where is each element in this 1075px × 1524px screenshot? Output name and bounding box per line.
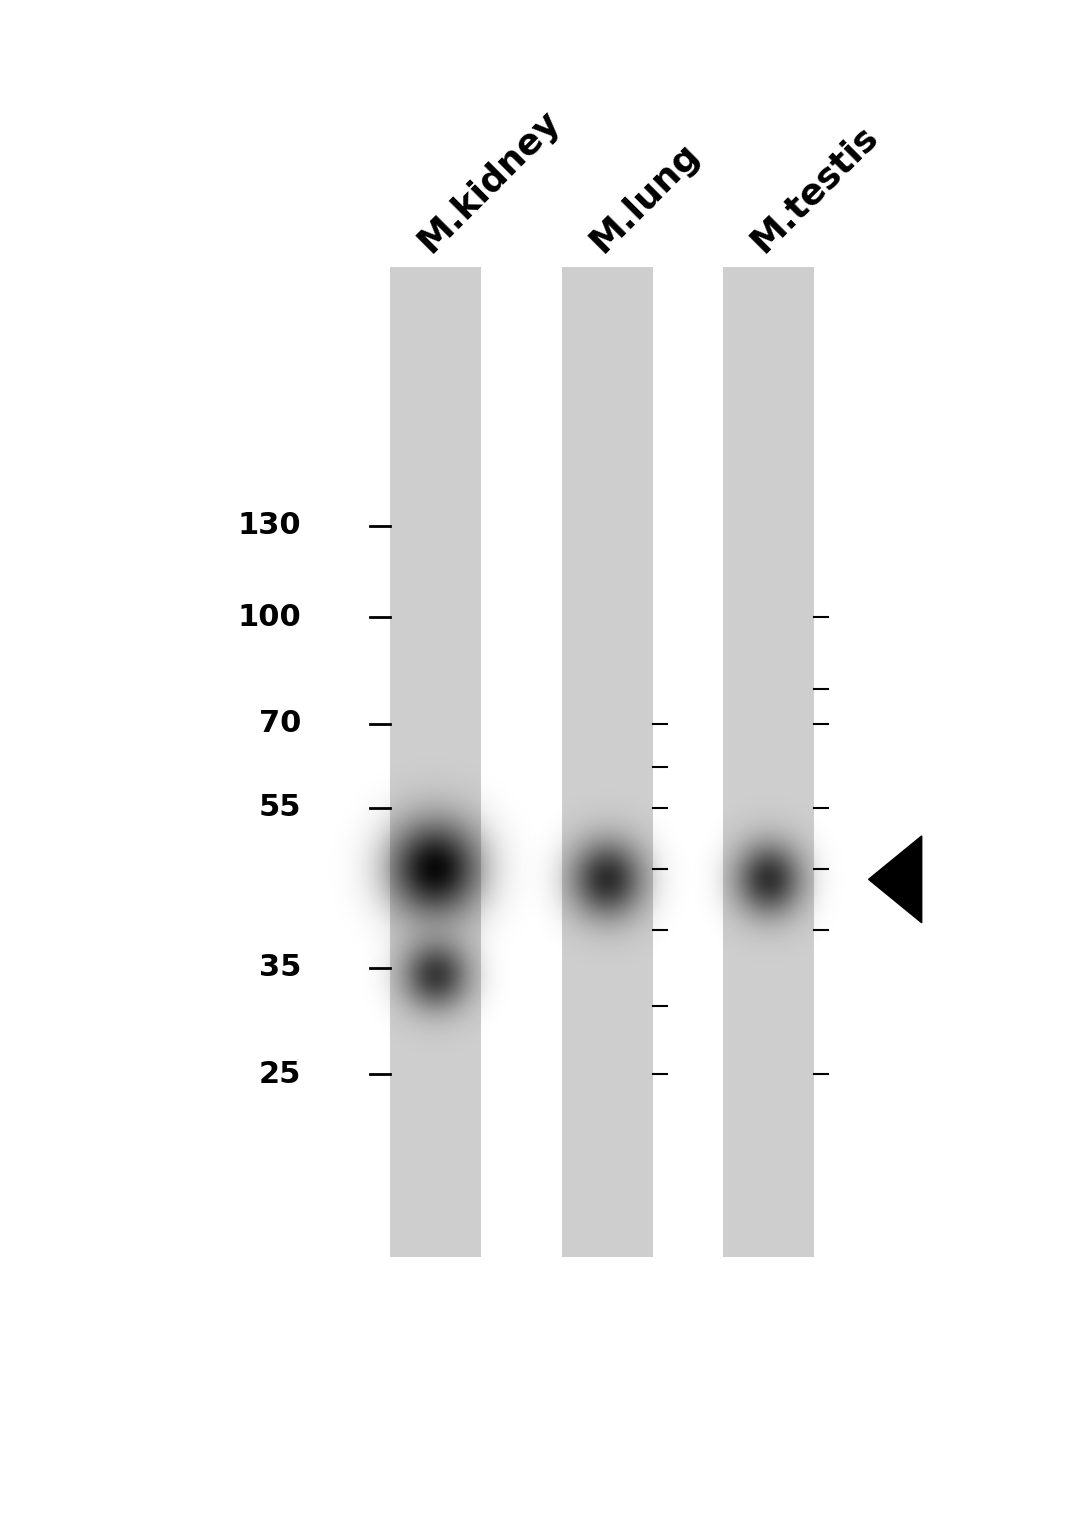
Text: 35: 35 <box>259 952 301 983</box>
Text: 130: 130 <box>238 511 301 541</box>
Text: 100: 100 <box>238 602 301 632</box>
Bar <box>390 267 482 1257</box>
Text: M.testis: M.testis <box>745 119 885 259</box>
Text: M.lung: M.lung <box>584 137 706 259</box>
Text: 70: 70 <box>259 709 301 739</box>
Text: 55: 55 <box>258 792 301 823</box>
Text: M.kidney: M.kidney <box>412 104 567 259</box>
Polygon shape <box>869 835 921 922</box>
Text: 25: 25 <box>259 1059 301 1090</box>
Bar <box>562 267 654 1257</box>
Bar <box>722 267 815 1257</box>
